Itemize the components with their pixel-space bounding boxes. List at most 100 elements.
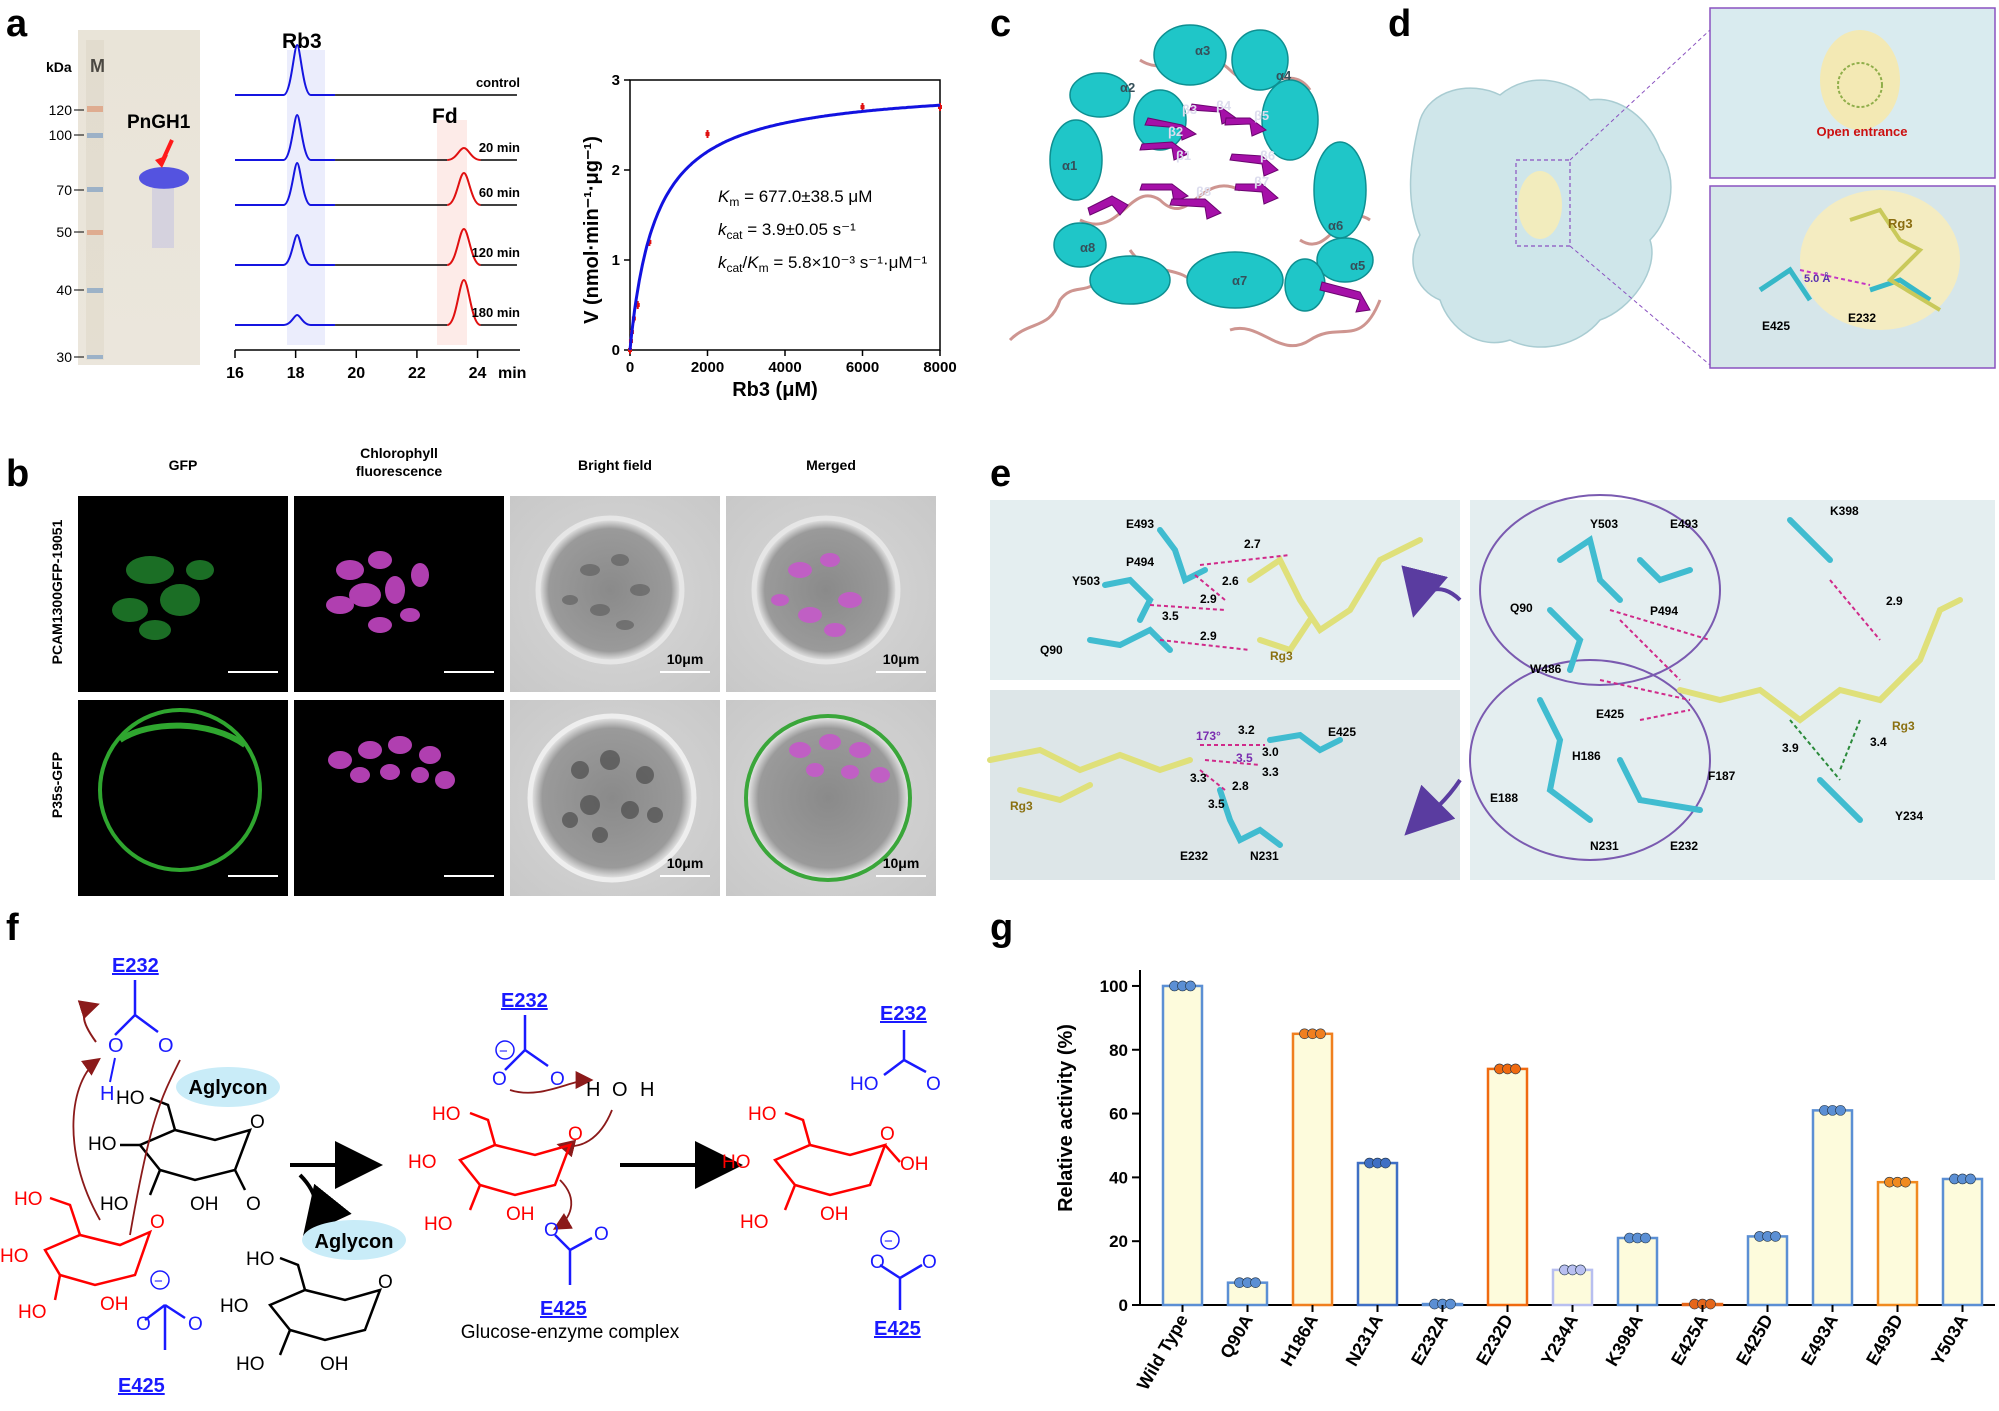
- kinetics-xtick: 4000: [768, 359, 801, 376]
- hplc-trace-rb3: [235, 233, 336, 266]
- gel-background: [78, 30, 200, 365]
- svg-text:HO: HO: [740, 1212, 769, 1233]
- e-bot-rg3: Rg3: [1010, 799, 1033, 813]
- bar-category-label: K398A: [1602, 1311, 1647, 1370]
- svg-text:HO: HO: [18, 1302, 47, 1323]
- mech-e425-a: E425: [118, 1375, 165, 1397]
- e-top-e493: E493: [1126, 517, 1154, 531]
- svg-text:O: O: [550, 1069, 565, 1090]
- svg-text:−: −: [499, 1043, 508, 1060]
- e-r-d3: 3.4: [1870, 735, 1887, 749]
- svg-text:O: O: [922, 1252, 937, 1273]
- bar-category-label: Wild Type: [1133, 1311, 1192, 1393]
- gel-marker-120: 120: [49, 102, 73, 118]
- svg-text:HO: HO: [850, 1074, 879, 1095]
- svg-text:kcat/Km = 5.8×10⁻³ s⁻¹·μM⁻¹: kcat/Km = 5.8×10⁻³ s⁻¹·μM⁻¹: [718, 253, 928, 275]
- bar-k398a: [1616, 1236, 1659, 1307]
- panel-label-b: b: [6, 453, 29, 495]
- hplc-x-unit: min: [498, 365, 526, 382]
- svg-text:HO: HO: [116, 1088, 145, 1109]
- svg-text:β6: β6: [1260, 148, 1275, 163]
- svg-text:β4: β4: [1216, 98, 1232, 113]
- pngh1-band: [139, 167, 189, 189]
- e-r-w486: W486: [1530, 662, 1562, 676]
- protein-cartoon-structure: α2 α1 α3 α4 α5 α6 α7 α8 β1 β2 β3 β4 β5 β…: [1008, 24, 1382, 348]
- svg-text:α1: α1: [1062, 158, 1077, 173]
- gel-protein-label: PnGH1: [127, 112, 191, 133]
- micro-row-label-1: PCAM1300GFP-19051: [49, 519, 65, 664]
- e-top-rg3: Rg3: [1270, 649, 1293, 663]
- svg-text:O: O: [188, 1314, 203, 1335]
- hplc-trace-fd: [446, 278, 482, 326]
- svg-text:O: O: [250, 1112, 265, 1133]
- e-r-e188: E188: [1490, 791, 1518, 805]
- bar-e425d: [1746, 1235, 1789, 1307]
- bar-wild-type: [1161, 984, 1204, 1307]
- hplc-chromatograms: Rb3 Fd control 20 min 60 min 120 min 180 min…: [226, 30, 526, 382]
- bar-e493a: [1811, 1109, 1854, 1307]
- hplc-traces: control 20 min 60 min 120 min 180 min: [235, 43, 520, 326]
- panel-label-f: f: [6, 907, 19, 949]
- gel-marker-40: 40: [56, 282, 72, 298]
- svg-text:Km = 677.0±38.5 μM: Km = 677.0±38.5 μM: [718, 187, 872, 209]
- kcat-km-value: = 5.8×10⁻³ s⁻¹·μM⁻¹: [773, 253, 927, 272]
- mech-e232-b: E232: [501, 990, 548, 1012]
- gel-kda-label: kDa: [46, 59, 72, 75]
- panel-label-d: d: [1388, 3, 1411, 45]
- scale-bar-label: 10μm: [235, 651, 272, 667]
- bar-ytick: 0: [1119, 1296, 1128, 1315]
- kinetics-parameters: Km = 677.0±38.5 μM kcat = 3.9±0.05 s⁻¹ k…: [718, 187, 928, 275]
- hplc-trace-rb3: [235, 313, 336, 326]
- e-bot-e425: E425: [1328, 725, 1356, 739]
- kinetics-ytick: 3: [612, 72, 620, 89]
- bar-e493d: [1876, 1180, 1919, 1307]
- hplc-x-axis: 16 18 20 22 24: [226, 350, 487, 382]
- kinetics-ytick: 2: [612, 162, 620, 179]
- svg-text:β1: β1: [1176, 148, 1191, 163]
- svg-text:α5: α5: [1350, 258, 1365, 273]
- svg-text:OH: OH: [506, 1204, 535, 1225]
- bar-ytick: 100: [1100, 977, 1128, 996]
- svg-text:HO: HO: [722, 1152, 751, 1173]
- svg-text:O: O: [870, 1252, 885, 1273]
- hplc-trace-rb3: [235, 161, 336, 206]
- e-r-p494: P494: [1650, 604, 1678, 618]
- gel-marker-label: M: [90, 56, 105, 76]
- hplc-trace-rb3: [235, 113, 336, 161]
- relative-activity-bar-chart: Relative activity (%) 0 20 40 60 80 100 Wild …: [1055, 970, 1995, 1393]
- svg-text:α3: α3: [1195, 43, 1210, 58]
- svg-text:β7: β7: [1254, 174, 1269, 189]
- hplc-trace-label: 20 min: [479, 140, 520, 155]
- e-bot-d5: 3.3: [1190, 771, 1207, 785]
- mech-e425-b: E425: [540, 1298, 587, 1320]
- hplc-xtick: 18: [287, 365, 305, 382]
- e-bot-angle: 173°: [1196, 729, 1221, 743]
- e-bot-d2: 3.0: [1262, 745, 1279, 759]
- svg-text:OH: OH: [320, 1354, 349, 1375]
- scale-bar-label: 10μm: [883, 651, 920, 667]
- svg-text:α7: α7: [1232, 273, 1247, 288]
- bar-ytick: 20: [1109, 1232, 1128, 1251]
- svg-text:−: −: [884, 1233, 893, 1250]
- bar-ytick: 60: [1109, 1105, 1128, 1124]
- kinetics-xtick: 0: [626, 359, 634, 376]
- svg-text:O: O: [926, 1074, 941, 1095]
- scale-bar-label: 10μm: [451, 855, 488, 871]
- svg-text:kcat = 3.9±0.05 s⁻¹: kcat = 3.9±0.05 s⁻¹: [718, 220, 856, 242]
- svg-text:O: O: [594, 1224, 609, 1245]
- bar-ytick: 80: [1109, 1041, 1128, 1060]
- svg-text:HO: HO: [748, 1104, 777, 1125]
- bar-category-label: E232D: [1472, 1311, 1517, 1369]
- svg-text:O: O: [108, 1035, 124, 1057]
- kinetics-plot: V (nmol·min⁻¹·μg⁻¹) Rb3 (μM) 0 2000 4000 60…: [581, 72, 957, 401]
- e-r-n231: N231: [1590, 839, 1619, 853]
- bar-n231a: [1356, 1161, 1399, 1307]
- e-top-d1: 2.7: [1244, 537, 1261, 551]
- e-bot-e232: E232: [1180, 849, 1208, 863]
- svg-text:O: O: [378, 1272, 393, 1293]
- bar-ytick: 40: [1109, 1168, 1128, 1187]
- mech-e232-c: E232: [880, 1003, 927, 1025]
- e-top-y503: Y503: [1072, 574, 1100, 588]
- scale-bar-label: 10μm: [667, 651, 704, 667]
